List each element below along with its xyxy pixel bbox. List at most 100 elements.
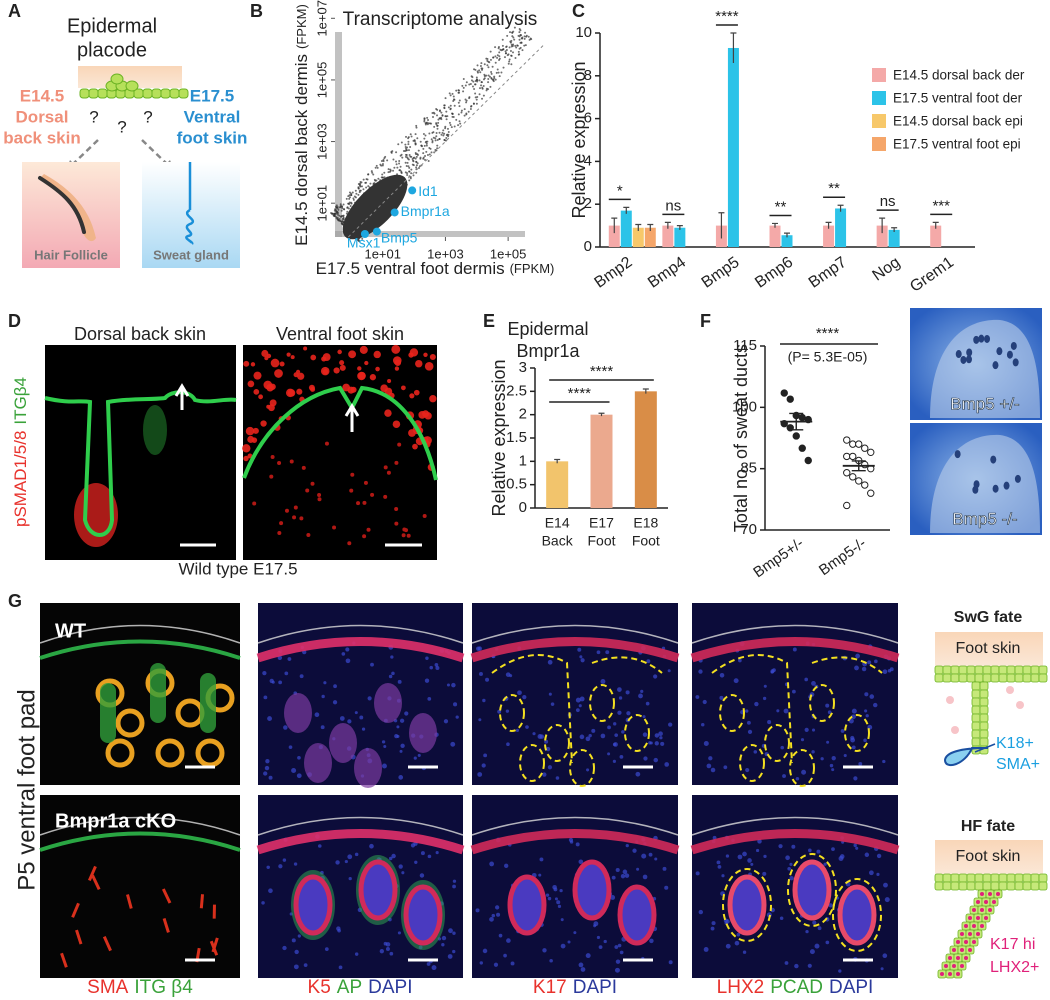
nucleus (723, 765, 728, 770)
panel-letter: B (250, 1, 263, 21)
gene-point (352, 197, 355, 200)
nucleus (635, 771, 641, 777)
nucleus (386, 470, 391, 475)
nucleus (310, 354, 317, 361)
nucleus (778, 844, 783, 849)
gene-point (374, 166, 377, 169)
nucleus (607, 752, 611, 756)
gene-point (458, 120, 461, 123)
highlight-point (372, 227, 381, 236)
y-tick-label: 8 (584, 67, 592, 84)
nucleus (549, 958, 553, 963)
skin-surface (471, 816, 679, 836)
legend-label: E17.5 ventral foot epi (893, 137, 1021, 152)
nucleus (625, 843, 629, 848)
gene-point (408, 179, 411, 182)
gene-point (478, 69, 481, 72)
nucleus (972, 940, 976, 944)
gene-point (445, 118, 448, 121)
gland-tip (943, 747, 989, 767)
gene-point (383, 176, 386, 179)
cell (958, 881, 968, 891)
nucleus (547, 896, 552, 901)
nucleus (489, 916, 494, 922)
nucleus (479, 671, 483, 676)
gene-point (357, 187, 360, 190)
pore (973, 480, 980, 489)
gene-point (408, 166, 411, 169)
stage-label: Dorsal (16, 107, 69, 126)
gene-point (442, 129, 445, 132)
cell (971, 713, 981, 723)
nucleus (452, 884, 456, 889)
nucleus (843, 753, 847, 758)
nucleus (305, 488, 310, 493)
y-tick-label: 3 (519, 359, 527, 376)
nucleus (783, 708, 789, 714)
gene-point (392, 158, 395, 161)
nucleus (725, 943, 731, 949)
hair-germ (837, 884, 877, 946)
nucleus (243, 455, 249, 462)
nucleus (636, 867, 640, 871)
nucleus (347, 719, 352, 724)
nucleus (711, 921, 716, 926)
cell (990, 881, 1000, 891)
nucleus (621, 730, 625, 734)
nucleus (825, 940, 830, 945)
gene-point (481, 97, 484, 100)
nucleus (640, 689, 644, 694)
nucleus (398, 775, 404, 780)
gene-point (445, 110, 448, 113)
cell (979, 713, 989, 723)
x-tick-label: Nog (870, 254, 904, 285)
gene-point (527, 35, 530, 38)
gene-point (433, 125, 436, 128)
nucleus (422, 514, 427, 519)
gene-point (339, 203, 342, 206)
gland-outline (589, 684, 615, 722)
gene-point (359, 181, 362, 184)
footer: Wild type E17.5 (178, 559, 297, 578)
y-tick-label: 0 (519, 499, 527, 516)
gene-point (440, 116, 443, 119)
gene-point (436, 144, 439, 147)
nucleus (504, 863, 509, 869)
nucleus (698, 909, 704, 915)
nucleus (296, 773, 302, 779)
gene-point (496, 56, 499, 59)
nucleus (556, 900, 561, 905)
gene-point (425, 150, 428, 153)
nucleus (645, 701, 650, 706)
nucleus (575, 708, 580, 713)
gene-point (404, 143, 407, 146)
nucleus (264, 765, 270, 771)
nucleus (358, 371, 366, 380)
gland-outline (499, 694, 525, 732)
stain-word: AP (337, 977, 362, 998)
highlight-point (390, 208, 399, 217)
gene-point (448, 92, 451, 95)
gene-point (406, 146, 409, 149)
gene-point (450, 126, 453, 129)
gene-point (381, 162, 384, 165)
gene-point (400, 170, 403, 173)
nucleus (586, 768, 590, 772)
nucleus (482, 948, 488, 954)
nucleus (296, 369, 301, 374)
nucleus (855, 846, 859, 850)
gene-point (453, 125, 456, 128)
gene-point (398, 159, 401, 162)
nucleus (984, 900, 988, 904)
legend-label: E14.5 dorsal back epi (893, 114, 1023, 129)
nucleus (792, 689, 796, 694)
gene-point (494, 61, 497, 64)
nucleus (506, 938, 511, 943)
point (843, 501, 851, 510)
gene-point (358, 191, 361, 194)
nucleus (293, 505, 298, 510)
panel-letter: A (8, 1, 21, 21)
stain-word: DAPI (573, 977, 617, 998)
nucleus (369, 374, 377, 381)
gene-point (489, 85, 492, 88)
